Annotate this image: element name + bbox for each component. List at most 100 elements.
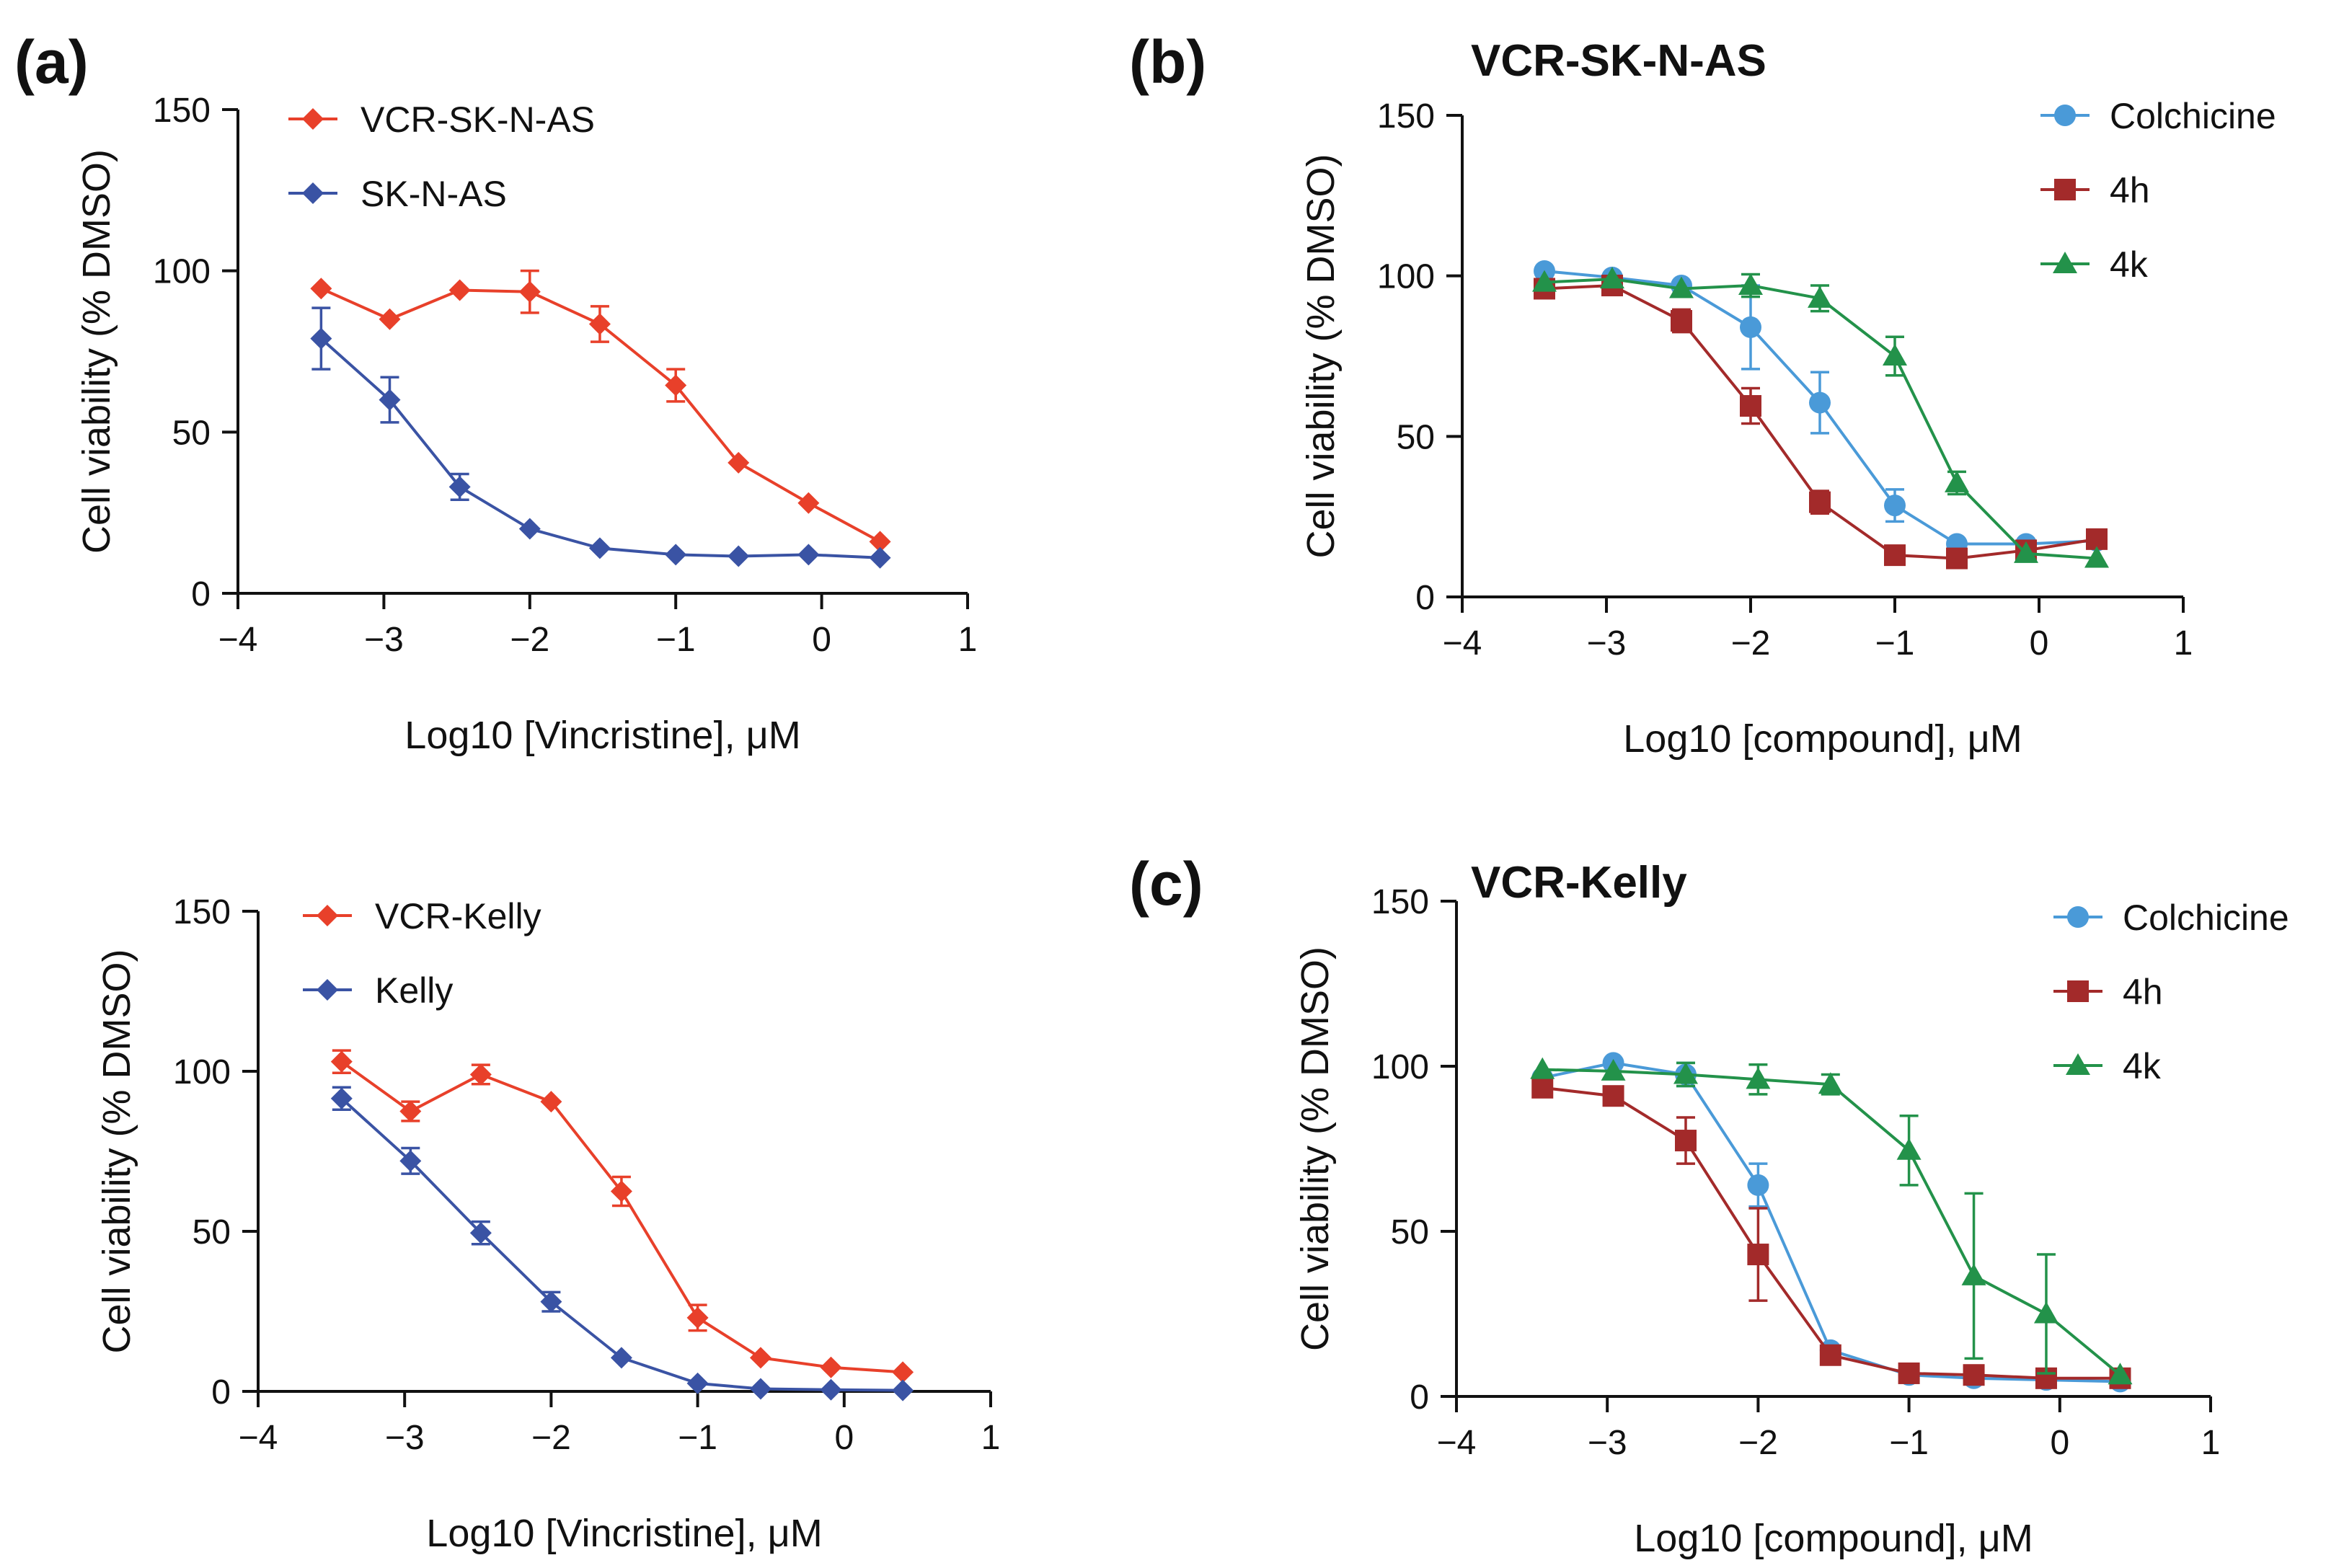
chart-b-legend-marker — [2054, 105, 2076, 126]
chart-b-legend-marker — [2054, 179, 2076, 200]
chart-b: −4 −3 −2 −1 0 1 0 50 100 150 Log10 [compound], μM C… — [1299, 36, 2276, 761]
chart-a-bottom-series-vcr-kelly — [330, 1049, 914, 1383]
chart-c-series-line-colchicine — [1542, 1061, 2121, 1383]
chart-a-top-data-point-sk-n-as — [310, 327, 332, 350]
chart-c-data-point-4k — [2108, 1363, 2133, 1385]
chart-a-top-data-point-sk-n-as — [728, 545, 750, 567]
chart-a-top-data-point-vcr-sk-n-as — [518, 280, 541, 303]
chart-c-data-point-4h — [1963, 1364, 1985, 1386]
chart-a-top-x-tick-label: −4 — [218, 621, 258, 659]
chart-a-bottom-data-point-kelly — [749, 1378, 771, 1400]
chart-b-title: VCR-SK-N-AS — [1471, 36, 1766, 86]
chart-a-bottom-data-point-kelly — [540, 1290, 562, 1313]
chart-a-top-data-point-sk-n-as — [588, 537, 611, 559]
chart-b-data-point-4k — [1669, 276, 1694, 298]
chart-b-legend-entry-4h: 4h — [2040, 170, 2150, 211]
chart-c-y-tick-label: 50 — [1391, 1213, 1429, 1252]
chart-c-data-point-4k — [1673, 1062, 1698, 1084]
chart-b-x-tick-label: −2 — [1731, 624, 1771, 663]
chart-c-data-point-4h — [1898, 1362, 1920, 1384]
chart-c-data-point-4k — [1530, 1057, 1555, 1079]
chart-b-data-point-4k — [1600, 267, 1624, 289]
chart-b-data-point-4k — [1883, 344, 1907, 366]
chart-a-top-legend-entry-vcr-sk-n-as: VCR-SK-N-AS — [288, 99, 595, 140]
chart-a-bottom-data-point-kelly — [892, 1379, 914, 1401]
chart-b-series-colchicine — [1534, 260, 2108, 555]
chart-a-bottom-series-kelly — [330, 1086, 914, 1401]
chart-c-legend-entry-colchicine: Colchicine — [2053, 898, 2289, 938]
chart-a-bottom-data-point-kelly — [399, 1150, 422, 1172]
chart-a-bottom-data-point-vcr-kelly — [749, 1347, 771, 1369]
chart-a-top: −4 −3 −2 −1 0 1 0 50 100 150 Log10 [Vincristine], … — [75, 92, 977, 757]
chart-a-bottom-x-tick-label: −1 — [678, 1419, 717, 1457]
panel-label-b: (b) — [1129, 28, 1206, 96]
chart-a-top-data-point-vcr-sk-n-as — [310, 278, 332, 300]
chart-b-x-tick-label: −3 — [1587, 624, 1627, 663]
chart-a-bottom-x-tick-label: 0 — [834, 1419, 854, 1457]
chart-a-top-y-tick-label: 150 — [153, 92, 211, 130]
chart-c-series-4k — [1530, 1057, 2133, 1385]
chart-c-data-point-4h — [1602, 1085, 1624, 1107]
chart-c-legend-entry-4k: 4k — [2053, 1046, 2162, 1086]
chart-b-legend-entry-colchicine: Colchicine — [2040, 96, 2276, 136]
chart-a-top-data-point-sk-n-as — [448, 476, 471, 498]
chart-b-x-tick-label: 1 — [2174, 624, 2193, 663]
chart-c-x-tick-label: −1 — [1889, 1424, 1929, 1462]
chart-c-title: VCR-Kelly — [1471, 858, 1687, 908]
chart-a-bottom-x-tick-label: −2 — [531, 1419, 571, 1457]
chart-c-y-axis-label: Cell viability (% DMSO) — [1294, 947, 1337, 1351]
chart-c-legend-entry-4h: 4h — [2053, 972, 2163, 1012]
chart-b-series-4k — [1532, 267, 2109, 568]
chart-a-bottom-data-point-vcr-kelly — [820, 1356, 842, 1378]
chart-a-bottom-data-point-vcr-kelly — [399, 1100, 422, 1122]
chart-b-data-point-4h — [1671, 310, 1692, 332]
chart-a-top-data-point-sk-n-as — [379, 389, 401, 411]
chart-a-top-data-point-vcr-sk-n-as — [665, 374, 687, 397]
chart-a-top-series-line-sk-n-as — [320, 337, 880, 559]
chart-c-legend-label: Colchicine — [2123, 898, 2289, 938]
chart-a-top-series-sk-n-as — [310, 306, 891, 569]
chart-c-data-point-4h — [1819, 1344, 1841, 1366]
chart-a-top-legend-entry-sk-n-as: SK-N-AS — [288, 174, 507, 214]
chart-c-y-tick-label: 100 — [1371, 1048, 1429, 1086]
chart-a-bottom-x-tick-label: −4 — [239, 1419, 278, 1457]
chart-a-bottom-y-tick-label: 150 — [173, 893, 231, 931]
chart-b-data-point-4k — [2014, 541, 2038, 563]
chart-c-legend-marker — [2067, 906, 2089, 928]
chart-a-bottom-x-axis-label: Log10 [Vincristine], μM — [426, 1512, 822, 1555]
chart-c-data-point-4h — [1674, 1130, 1697, 1152]
chart-a-top-data-point-vcr-sk-n-as — [728, 451, 750, 474]
chart-b-y-tick-label: 0 — [1415, 579, 1435, 617]
chart-b-y-tick-label: 50 — [1397, 418, 1435, 456]
chart-b-legend-label: 4k — [2110, 244, 2149, 285]
chart-a-top-y-tick-label: 0 — [191, 575, 211, 614]
chart-a-bottom-y-tick-label: 100 — [173, 1053, 231, 1091]
chart-a-top-legend-marker — [302, 108, 324, 130]
chart-a-bottom-data-point-vcr-kelly — [469, 1063, 492, 1086]
chart-a-bottom-legend-label: Kelly — [375, 970, 453, 1011]
chart-a-top-series-vcr-sk-n-as — [310, 269, 891, 553]
chart-a-bottom-y-tick-label: 0 — [211, 1373, 231, 1412]
chart-a-top-y-tick-label: 50 — [172, 414, 211, 452]
chart-a-bottom-legend-marker — [317, 905, 338, 926]
chart-a-top-data-point-vcr-sk-n-as — [869, 531, 891, 553]
chart-c-legend-label: 4h — [2123, 972, 2163, 1012]
chart-c-y-tick-label: 150 — [1371, 883, 1429, 921]
chart-a-bottom-series-line-vcr-kelly — [340, 1060, 903, 1374]
chart-a-bottom-data-point-kelly — [686, 1372, 709, 1394]
chart-a-top-legend-label: SK-N-AS — [361, 174, 507, 214]
chart-c-data-point-4k — [1961, 1263, 1986, 1285]
chart-a-top-data-point-vcr-sk-n-as — [797, 492, 820, 514]
chart-c-legend-marker — [2066, 1053, 2090, 1075]
chart-a-top-x-tick-label: −2 — [510, 621, 549, 659]
chart-a-bottom-data-point-vcr-kelly — [330, 1050, 353, 1073]
chart-a-top-x-tick-label: 1 — [958, 621, 978, 659]
chart-c-data-point-4h — [1747, 1244, 1769, 1266]
chart-a-bottom-data-point-kelly — [330, 1087, 353, 1109]
chart-b-data-point-4k — [2084, 546, 2109, 568]
panel-label-a: (a) — [14, 28, 89, 96]
chart-b-data-point-4h — [1740, 395, 1761, 417]
chart-b-data-point-4k — [1945, 470, 1969, 492]
chart-a-top-data-point-sk-n-as — [665, 544, 687, 566]
chart-a-bottom-legend-entry-vcr-kelly: VCR-Kelly — [303, 896, 541, 936]
